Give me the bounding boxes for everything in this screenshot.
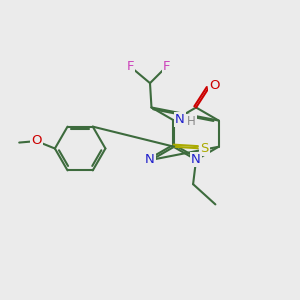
Text: S: S: [200, 142, 208, 155]
Text: F: F: [163, 60, 171, 73]
Text: F: F: [126, 60, 134, 73]
Text: O: O: [209, 79, 220, 92]
Text: N: N: [175, 112, 185, 126]
Text: O: O: [31, 134, 42, 147]
Text: H: H: [187, 115, 196, 128]
Text: N: N: [191, 153, 201, 166]
Text: N: N: [145, 153, 155, 166]
